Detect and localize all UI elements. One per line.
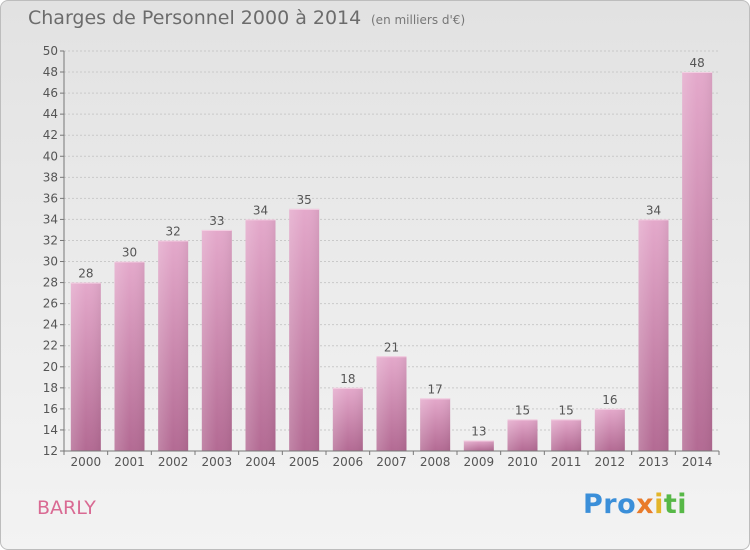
- data-label: 16: [602, 393, 617, 407]
- y-tick-label: 18: [43, 381, 58, 395]
- bar-shade: [682, 72, 713, 451]
- data-label: 28: [78, 267, 93, 281]
- bar-shade: [332, 387, 363, 451]
- y-tick-label: 24: [43, 318, 58, 332]
- bar-shade: [638, 219, 669, 451]
- x-tick-label: 2000: [71, 455, 102, 469]
- bar-shade: [114, 261, 145, 451]
- data-label: 15: [515, 403, 530, 417]
- y-tick-label: 20: [43, 360, 58, 374]
- y-tick-label: 34: [43, 212, 58, 226]
- x-tick-label: 2014: [682, 455, 713, 469]
- y-tick-label: 28: [43, 276, 58, 290]
- bar-shade: [158, 240, 189, 451]
- y-tick-label: 12: [43, 444, 58, 458]
- y-tick-label: 44: [43, 107, 58, 121]
- y-tick-label: 38: [43, 170, 58, 184]
- x-tick-label: 2007: [376, 455, 407, 469]
- data-label: 30: [122, 246, 137, 260]
- chart-subtitle: (en milliers d'€): [371, 13, 466, 27]
- x-tick-label: 2009: [464, 455, 495, 469]
- data-label: 15: [559, 403, 574, 417]
- x-tick-label: 2012: [595, 455, 626, 469]
- axes: 12 14 16 18 20 22 24 26 28 30 32 34 36 38 40 42 44 46 48 50…: [43, 44, 720, 469]
- y-tick-label: 42: [43, 128, 58, 142]
- bars: 28 30 32 33 34 35 18 21 17 13 15 15 16 34 48: [70, 56, 713, 451]
- y-tick-label: 32: [43, 233, 58, 247]
- y-tick-label: 48: [43, 65, 58, 79]
- data-label: 33: [209, 214, 224, 228]
- x-tick-label: 2002: [158, 455, 189, 469]
- y-tick-label: 46: [43, 86, 58, 100]
- bar-shade: [420, 398, 451, 451]
- x-tick-label: 2005: [289, 455, 320, 469]
- data-label: 35: [297, 193, 312, 207]
- commune-name: BARLY: [37, 497, 96, 519]
- y-tick-label: 30: [43, 255, 58, 269]
- data-label: 17: [428, 382, 443, 396]
- data-label: 18: [340, 372, 355, 386]
- y-tick-label: 26: [43, 297, 58, 311]
- y-tick-label: 16: [43, 402, 58, 416]
- x-tick-label: 2003: [202, 455, 233, 469]
- x-tick-label: 2010: [507, 455, 538, 469]
- bar-shade: [376, 356, 407, 451]
- bar-shade: [463, 440, 494, 451]
- bar-shade: [245, 219, 276, 451]
- x-tick-label: 2011: [551, 455, 582, 469]
- x-tick-label: 2006: [333, 455, 364, 469]
- data-label: 34: [253, 203, 268, 217]
- bar-shade: [201, 229, 232, 451]
- y-tick-label: 22: [43, 339, 58, 353]
- bar-shade: [70, 282, 101, 451]
- bar-shade: [594, 408, 625, 451]
- bar-shade: [551, 419, 582, 451]
- x-tick-label: 2004: [245, 455, 276, 469]
- x-tick-label: 2013: [638, 455, 669, 469]
- x-tick-label: 2008: [420, 455, 451, 469]
- bar-shade: [507, 419, 538, 451]
- bar-shade: [289, 208, 320, 451]
- y-tick-label: 40: [43, 149, 58, 163]
- data-label: 13: [471, 424, 486, 438]
- chart-title: Charges de Personnel 2000 à 2014: [28, 7, 362, 29]
- data-label: 34: [646, 203, 661, 217]
- x-tick-label: 2001: [114, 455, 145, 469]
- data-label: 21: [384, 340, 399, 354]
- y-tick-label: 14: [43, 423, 58, 437]
- proxiti-logo: Proxiti: [583, 489, 688, 520]
- data-label: 48: [690, 56, 705, 70]
- y-tick-label: 36: [43, 191, 58, 205]
- y-tick-label: 50: [43, 44, 58, 58]
- data-label: 32: [166, 224, 181, 238]
